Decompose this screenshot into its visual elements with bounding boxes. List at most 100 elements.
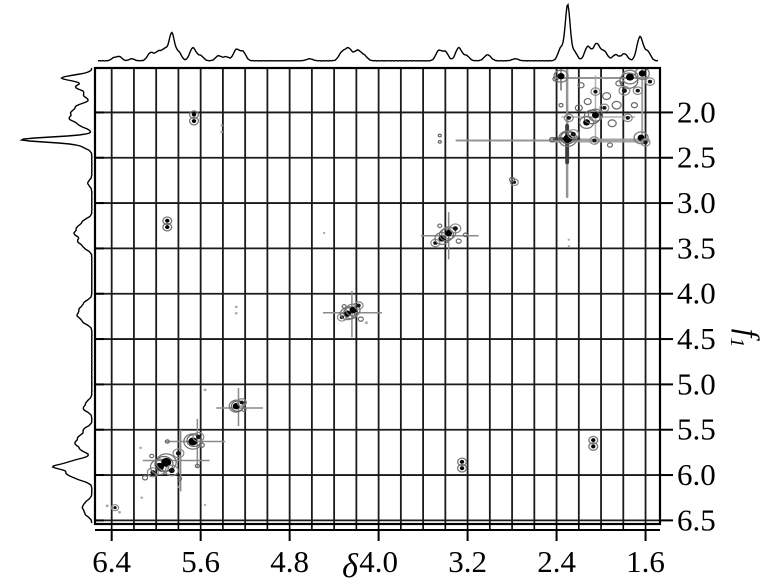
contour-ring [357,316,364,322]
contour-ring [644,77,656,86]
contour-core [452,226,458,231]
contour-ring [615,80,623,87]
contour-ring [462,232,468,238]
contour-ring [437,140,442,144]
contour-core [239,400,244,405]
contour-core [191,112,197,117]
y-tick-label: 3.0 [677,185,716,220]
contour-core [635,88,640,93]
contour-ring [192,431,205,443]
contour-core [557,73,565,80]
x-tick-label: 6.4 [92,544,131,579]
contour-ring [236,398,247,407]
contour-ring [154,455,174,473]
contour-ring [176,476,183,481]
contour-speck [117,510,121,514]
y-tick-label: 5.5 [677,412,716,447]
contour-ring [164,439,170,444]
diagonal-cluster-3.37 [322,212,479,260]
contour-ring [110,504,120,512]
contour-ring [602,92,612,101]
contour-ring [188,116,200,126]
contour-ring [621,69,639,85]
contour-ring [558,130,578,148]
contour-ring [574,104,583,112]
contour-ring [590,87,601,96]
plot-frame [93,66,662,531]
contour-ring [577,82,585,89]
contour-core [647,79,653,84]
contour-ring [155,453,177,472]
contour-core [625,115,630,120]
contour-speck [220,130,224,134]
y-tick-label: 6.0 [677,457,716,492]
contour-core [356,303,361,308]
contour-core [591,444,596,449]
contour-ring [437,133,442,138]
contour-ring [149,458,170,476]
contour-core [165,225,170,230]
contour-core [563,134,573,143]
contour-ring [552,76,559,82]
contour-ring [353,301,364,310]
contour-core [637,134,645,141]
contour-ring [622,113,633,123]
y-axis-title-sub: 1 [725,337,748,348]
contour-ring [632,86,643,96]
contour-ring [630,102,639,109]
x-tick-label: 4.0 [359,544,398,579]
contour-streaks [455,66,650,198]
contour-core [591,111,599,119]
contour-speck [322,231,326,235]
contour-core [570,131,576,137]
diagonal-cluster-4.2 [323,291,382,338]
contour-ring [583,109,601,125]
contour-core [349,306,357,314]
contour-ring [549,136,556,143]
x-tick-label: 5.6 [181,544,220,579]
contour-ring [640,137,651,147]
contour-core [566,115,571,120]
diagonal-cluster-5.2-6.4 [105,388,263,514]
x-tick-label: 1.6 [626,544,665,579]
contour-ring [611,100,622,110]
y-tick-label: 4.5 [677,321,716,356]
diagonal-peak-2.78 [508,176,519,187]
contour-ring [583,97,592,106]
contour-speck [220,124,224,127]
contour-core [161,457,172,467]
contour-ring [449,223,462,234]
contour-ring [438,228,455,242]
contour-ring [455,238,462,244]
contour-core [643,140,648,145]
contour-ring [164,464,179,477]
grid-lines [95,68,660,530]
contour-ring [558,102,564,108]
contour-core [445,229,453,237]
contour-core [592,138,597,143]
y-tick-label: 5.0 [677,366,716,401]
contour-core [175,451,181,456]
contour-speck [234,311,238,315]
contour-ring [587,108,604,122]
contour-core [459,459,465,464]
contour-ring [618,85,631,96]
contour-core [621,88,627,93]
contour-ring [563,113,574,123]
contour-core [638,70,646,77]
contour-ring [567,129,580,140]
contour-ring [560,131,576,145]
contour-core [168,467,175,474]
contour-core [195,434,201,440]
contour-core [165,218,170,223]
contour-ring [241,407,247,413]
contour-ring [578,115,595,129]
y-tick-label: 6.5 [677,502,716,537]
contour-speck [567,238,570,241]
contour-ring [589,136,600,145]
projection-traces [19,2,659,524]
contour-ring [141,475,149,481]
contour-core [591,438,596,443]
contour-core [191,119,197,124]
